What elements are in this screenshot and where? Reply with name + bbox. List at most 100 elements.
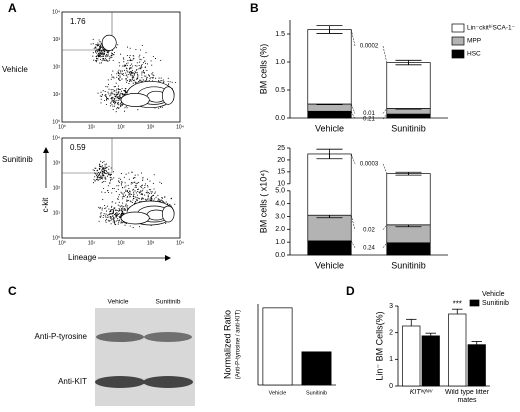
event-dot — [134, 185, 136, 187]
density-contour — [161, 205, 175, 223]
event-dot — [110, 97, 112, 99]
event-dot — [139, 192, 141, 194]
y-axis-title: Normalized Ratio — [222, 310, 232, 379]
event-dot — [102, 175, 105, 177]
event-dot — [102, 90, 104, 92]
y-tick-label: 15 — [277, 169, 285, 176]
event-dot — [131, 79, 133, 81]
event-dot — [109, 180, 112, 182]
event-dot — [100, 160, 102, 162]
legend-label: HSC — [467, 51, 481, 58]
event-dot — [125, 205, 127, 207]
event-dot — [111, 218, 113, 220]
event-dot — [110, 89, 112, 91]
event-dot — [124, 224, 126, 226]
event-dot — [139, 226, 141, 228]
event-dot — [115, 215, 117, 217]
event-dot — [171, 81, 173, 83]
event-dot — [99, 41, 101, 43]
event-dot — [131, 171, 133, 173]
event-dot — [160, 182, 163, 184]
event-dot — [99, 167, 101, 169]
event-dot — [141, 63, 143, 66]
event-dot — [125, 91, 127, 93]
event-dot — [130, 63, 132, 65]
event-dot — [117, 73, 119, 75]
event-dot — [150, 192, 152, 194]
event-dot — [95, 46, 97, 48]
event-dot — [95, 51, 97, 53]
event-dot — [96, 52, 98, 54]
event-dot — [110, 178, 112, 180]
event-dot — [130, 181, 132, 184]
treatment-label: Vehicle — [2, 65, 28, 74]
event-dot — [124, 209, 126, 211]
event-dot — [126, 71, 128, 73]
event-dot — [113, 90, 115, 92]
event-dot — [104, 208, 106, 210]
legend-label: Vehicle — [482, 291, 505, 298]
event-dot — [112, 59, 114, 62]
event-dot — [108, 174, 110, 176]
event-dot — [151, 191, 153, 193]
event-dot — [117, 219, 119, 221]
event-dot — [101, 173, 103, 175]
x-tick-label: 10¹ — [88, 124, 96, 130]
event-dot — [129, 47, 131, 49]
event-dot — [100, 42, 102, 44]
event-dot — [124, 194, 127, 196]
event-dot — [139, 54, 141, 56]
event-dot — [104, 94, 106, 96]
event-dot — [116, 88, 118, 90]
event-dot — [101, 60, 103, 62]
event-dot — [109, 176, 111, 178]
event-dot — [136, 62, 138, 64]
event-dot — [98, 55, 100, 57]
event-dot — [112, 89, 114, 91]
event-dot — [101, 52, 103, 54]
event-dot — [142, 179, 144, 182]
event-dot — [98, 206, 100, 208]
event-dot — [154, 191, 156, 193]
event-dot — [129, 58, 131, 60]
y-tick-label: 0.0 — [275, 115, 285, 122]
event-dot — [98, 177, 100, 179]
event-dot — [147, 194, 149, 196]
event-dot — [103, 52, 105, 54]
significance-mark: *** — [453, 299, 462, 308]
event-dot — [123, 206, 125, 208]
comparison-line — [382, 242, 387, 248]
event-dot — [100, 175, 102, 177]
event-dot — [146, 178, 149, 180]
event-dot — [117, 87, 119, 90]
event-dot — [109, 105, 111, 107]
event-dot — [123, 65, 125, 67]
event-dot — [95, 167, 97, 169]
event-dot — [154, 58, 157, 60]
event-dot — [155, 77, 157, 79]
y-axis-title: BM cells (%) — [258, 44, 268, 95]
event-dot — [107, 54, 109, 56]
event-dot — [97, 92, 99, 94]
event-dot — [117, 214, 119, 216]
event-dot — [119, 98, 121, 100]
event-dot — [109, 174, 111, 176]
event-dot — [108, 59, 110, 61]
event-dot — [101, 55, 103, 58]
event-dot — [99, 46, 102, 49]
event-dot — [136, 65, 138, 67]
event-dot — [141, 72, 143, 74]
event-dot — [104, 172, 106, 175]
event-dot — [100, 169, 102, 171]
event-dot — [104, 57, 106, 59]
event-dot — [106, 166, 108, 168]
x-tick-label: 10⁰ — [58, 240, 66, 246]
event-dot — [107, 171, 109, 173]
event-dot — [116, 108, 118, 110]
event-dot — [141, 74, 143, 76]
event-dot — [160, 59, 162, 61]
event-dot — [159, 181, 161, 183]
event-dot — [129, 193, 131, 195]
event-dot — [136, 78, 138, 80]
